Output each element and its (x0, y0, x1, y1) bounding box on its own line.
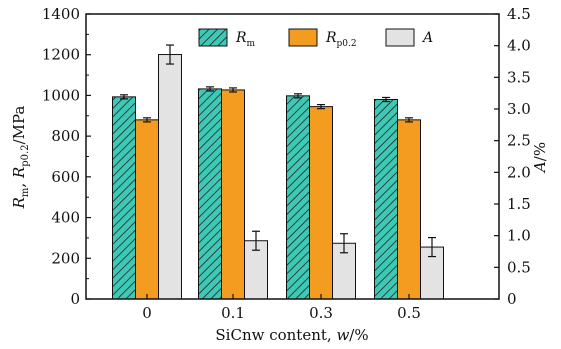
right-tick-label: 3.0 (507, 100, 531, 118)
bar-rm-0.1 (198, 88, 222, 300)
right-tick-label: 1.0 (507, 227, 531, 245)
bar-rm-0.5 (374, 99, 398, 300)
right-tick-label: 2.5 (507, 132, 531, 150)
x-tick-label: 0 (142, 304, 152, 322)
bar-rp02-0.3 (309, 106, 333, 300)
left-axis-ticks: 0 200 400 600 800 1000 1200 1400 (42, 5, 91, 308)
bar-rp02-0 (135, 119, 159, 300)
left-tick-label: 1200 (42, 46, 80, 64)
error-bars-layer (120, 44, 436, 258)
legend-swatch-a (385, 28, 415, 47)
left-tick-label: 400 (51, 209, 80, 227)
bars-layer (112, 54, 444, 300)
right-tick-label: 2.0 (507, 163, 531, 181)
right-tick-label: 4.5 (507, 5, 531, 23)
y-left-axis-label: Rm, Rp0.2/MPa (10, 106, 31, 210)
x-tick-label: 0.1 (221, 304, 245, 322)
x-axis-ticks: 0 0.1 0.3 0.5 (142, 294, 421, 322)
left-tick-label: 800 (51, 127, 80, 145)
right-tick-label: 4.0 (507, 37, 531, 55)
legend-swatch-rp02 (288, 28, 318, 47)
x-tick-label: 0.3 (309, 304, 333, 322)
right-tick-label: 3.5 (507, 68, 531, 86)
legend-label-rp02: Rp0.2 (325, 30, 357, 49)
left-tick-label: 200 (51, 249, 80, 267)
left-tick-label: 600 (51, 168, 80, 186)
left-tick-label: 0 (70, 290, 80, 308)
left-tick-label: 1000 (42, 86, 80, 104)
legend: Rm Rp0.2 A (198, 28, 433, 49)
bar-a-0 (158, 54, 182, 300)
bar-rm-0 (112, 96, 136, 300)
bar-rp02-0.1 (221, 89, 245, 300)
right-axis-ticks: 0 0.5 1.0 1.5 2.0 2.5 3.0 3.5 4.0 4.5 (494, 5, 531, 308)
bar-rp02-0.5 (397, 119, 421, 300)
y-right-axis-label: A/% (531, 142, 549, 174)
right-tick-label: 0 (507, 290, 517, 308)
bar-rm-0.3 (286, 95, 310, 300)
right-tick-label: 0.5 (507, 258, 531, 276)
x-tick-label: 0.5 (397, 304, 421, 322)
left-tick-label: 1400 (42, 5, 80, 23)
legend-label-a: A (421, 30, 433, 46)
legend-label-rm: Rm (235, 30, 256, 49)
x-axis-label: SiCnw content, w/% (215, 326, 368, 344)
right-tick-label: 1.5 (507, 195, 531, 213)
legend-swatch-rm (198, 28, 228, 47)
